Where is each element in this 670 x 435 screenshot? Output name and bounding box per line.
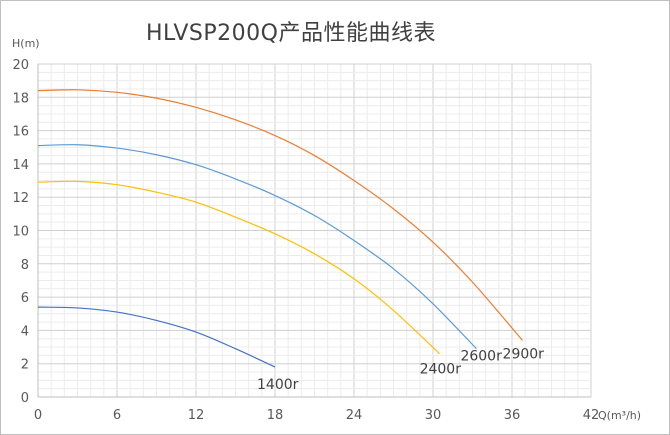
y-tick-label: 8: [21, 258, 29, 273]
x-tick-label: 24: [346, 408, 363, 423]
series-line-2400r: [37, 180, 440, 355]
y-axis-label: H(m): [12, 37, 40, 50]
series-label-2600r: 2600r: [460, 349, 502, 365]
y-tick-label: 12: [12, 191, 29, 206]
x-tick-label: 0: [34, 408, 42, 423]
y-tick-label: 14: [12, 158, 29, 173]
x-tick-label: 36: [504, 408, 521, 423]
x-tick-label: 18: [267, 408, 284, 423]
y-tick-label: 18: [12, 91, 29, 106]
series-line-2600r: [37, 144, 477, 350]
y-tick-label: 10: [12, 225, 29, 240]
y-tick-label: 20: [12, 58, 29, 73]
series-line-1400r: [37, 306, 276, 368]
y-tick-label: 0: [21, 391, 29, 406]
x-axis-label: Q(m³/h): [598, 409, 641, 422]
series-label-2900r: 2900r: [503, 346, 545, 362]
x-tick-label: 42: [583, 408, 600, 423]
series-lines: [37, 89, 523, 368]
x-tick-label: 6: [113, 408, 121, 423]
y-tick-label: 16: [12, 125, 29, 140]
y-tick-label: 4: [21, 324, 29, 339]
chart-title: HLVSP200Q产品性能曲线表: [146, 21, 436, 46]
y-tick-label: 2: [21, 358, 29, 373]
series-label-1400r: 1400r: [257, 377, 299, 393]
y-tick-label: 6: [21, 291, 29, 306]
x-tick-label: 12: [188, 408, 205, 423]
series-label-2400r: 2400r: [420, 362, 462, 378]
series-line-2900r: [37, 89, 523, 341]
x-tick-label: 30: [425, 408, 442, 423]
